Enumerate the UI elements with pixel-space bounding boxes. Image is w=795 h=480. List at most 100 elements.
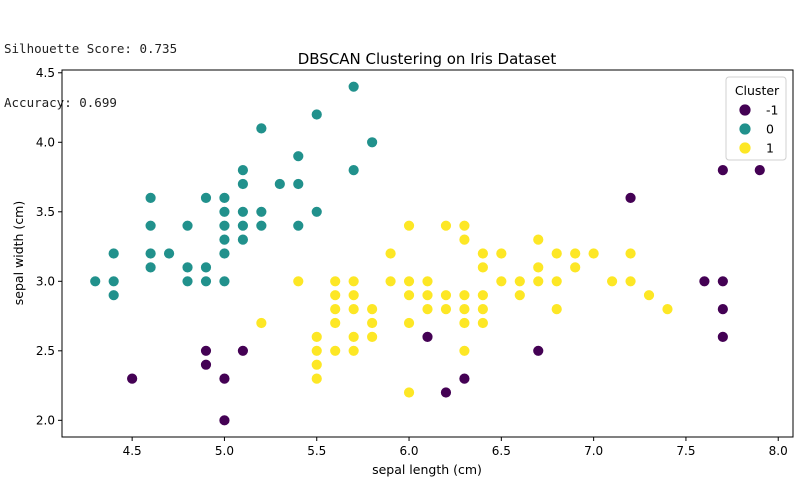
data-point-cluster-1 [421,303,434,316]
data-point-cluster-0 [237,178,249,190]
data-point-cluster-1 [476,303,489,316]
data-point-cluster--1 [218,414,231,427]
legend-entry-label: 0 [766,122,774,137]
data-point-cluster-1 [587,247,600,260]
data-point-cluster-1 [310,344,323,357]
data-point-cluster-1 [458,233,471,246]
data-point-cluster-1 [495,247,508,260]
data-point-cluster-1 [513,289,526,302]
data-point-cluster-1 [255,317,268,329]
legend-entry-label: -1 [766,103,778,118]
data-point-cluster--1 [218,372,231,385]
data-point-cluster-1 [347,289,360,302]
data-point-cluster--1 [716,331,729,343]
data-point-cluster-1 [347,344,360,357]
data-point-cluster-0 [89,275,102,288]
data-point-cluster--1 [716,303,729,316]
data-point-cluster-1 [569,261,582,274]
data-point-cluster-0 [218,233,231,246]
data-point-cluster-1 [458,317,471,329]
data-point-cluster-1 [532,275,545,288]
x-tick-label: 8.0 [769,444,788,458]
accuracy-text: Accuracy: 0.699 [4,95,117,110]
data-point-cluster-1 [661,303,674,316]
console-output: Silhouette Score: 0.735 Accuracy: 0.699 [4,4,177,130]
data-point-cluster--1 [126,372,139,385]
y-tick-label: 3.0 [36,274,55,288]
data-point-cluster-0 [181,275,194,288]
data-point-cluster-1 [329,275,342,288]
x-tick-label: 7.5 [676,444,695,458]
data-point-cluster-1 [403,219,415,232]
legend-marker [738,103,752,117]
legend-entry-label: 1 [766,141,774,156]
data-point-cluster-0 [144,191,157,204]
data-point-cluster-1 [421,289,434,302]
data-point-cluster-0 [107,275,120,288]
data-point-cluster-0 [292,219,305,232]
data-point-cluster-0 [144,261,157,274]
data-point-cluster-1 [624,247,637,260]
legend: Cluster -1 0 1 [725,76,787,161]
x-tick-label: 6.5 [492,444,511,458]
data-point-cluster--1 [200,358,212,371]
data-point-cluster-1 [476,289,489,302]
data-point-cluster-0 [255,219,268,232]
data-point-cluster-1 [366,303,379,316]
data-point-cluster-1 [550,247,563,260]
data-point-cluster-0 [255,122,268,135]
data-point-cluster-1 [403,275,415,288]
data-point-cluster-0 [200,261,212,274]
data-point-cluster-0 [310,205,323,218]
data-point-cluster-0 [181,261,194,274]
data-point-cluster--1 [200,344,212,357]
x-tick-label: 6.0 [399,444,418,458]
legend-marker [738,122,752,136]
x-tick-label: 5.5 [307,444,326,458]
data-point-cluster--1 [237,344,249,357]
data-point-cluster-1 [310,358,323,371]
data-point-cluster-1 [643,289,655,302]
data-point-cluster-1 [329,344,342,357]
y-tick-label: 2.5 [36,344,55,358]
data-point-cluster-0 [218,205,231,218]
data-point-cluster-0 [237,219,249,232]
data-point-cluster-0 [144,247,157,260]
data-point-cluster-0 [237,233,249,246]
data-point-cluster-0 [347,164,360,176]
data-point-cluster-0 [237,164,249,176]
data-point-cluster-0 [292,150,305,163]
x-tick-label: 7.0 [584,444,603,458]
data-point-cluster-1 [458,344,471,357]
data-point-cluster-1 [458,303,471,316]
data-point-cluster-0 [181,219,194,232]
y-tick-label: 4.0 [36,135,55,149]
data-point-cluster-0 [218,219,231,232]
data-point-cluster-1 [440,219,452,232]
data-point-cluster-1 [310,331,323,343]
data-point-cluster-0 [237,205,249,218]
data-point-cluster-1 [347,303,360,316]
data-point-cluster-0 [163,247,175,260]
data-point-cluster-0 [347,80,360,93]
legend-title: Cluster [735,83,780,98]
data-point-cluster-1 [403,386,415,399]
x-tick-label: 5.0 [215,444,234,458]
data-point-cluster-0 [107,247,120,260]
data-point-cluster-1 [292,275,305,288]
chart-title: DBSCAN Clustering on Iris Dataset [298,50,557,68]
data-point-cluster-1 [347,331,360,343]
data-point-cluster-0 [218,191,231,204]
data-point-cluster-1 [458,289,471,302]
data-point-cluster-1 [569,247,582,260]
data-point-cluster-0 [144,219,157,232]
data-point-cluster--1 [624,191,637,204]
data-point-cluster-1 [476,261,489,274]
data-point-cluster-1 [550,275,563,288]
data-point-cluster-1 [532,261,545,274]
data-point-cluster--1 [440,386,452,399]
data-point-cluster-1 [606,275,618,288]
data-point-cluster-1 [550,303,563,316]
data-point-cluster--1 [458,372,471,385]
